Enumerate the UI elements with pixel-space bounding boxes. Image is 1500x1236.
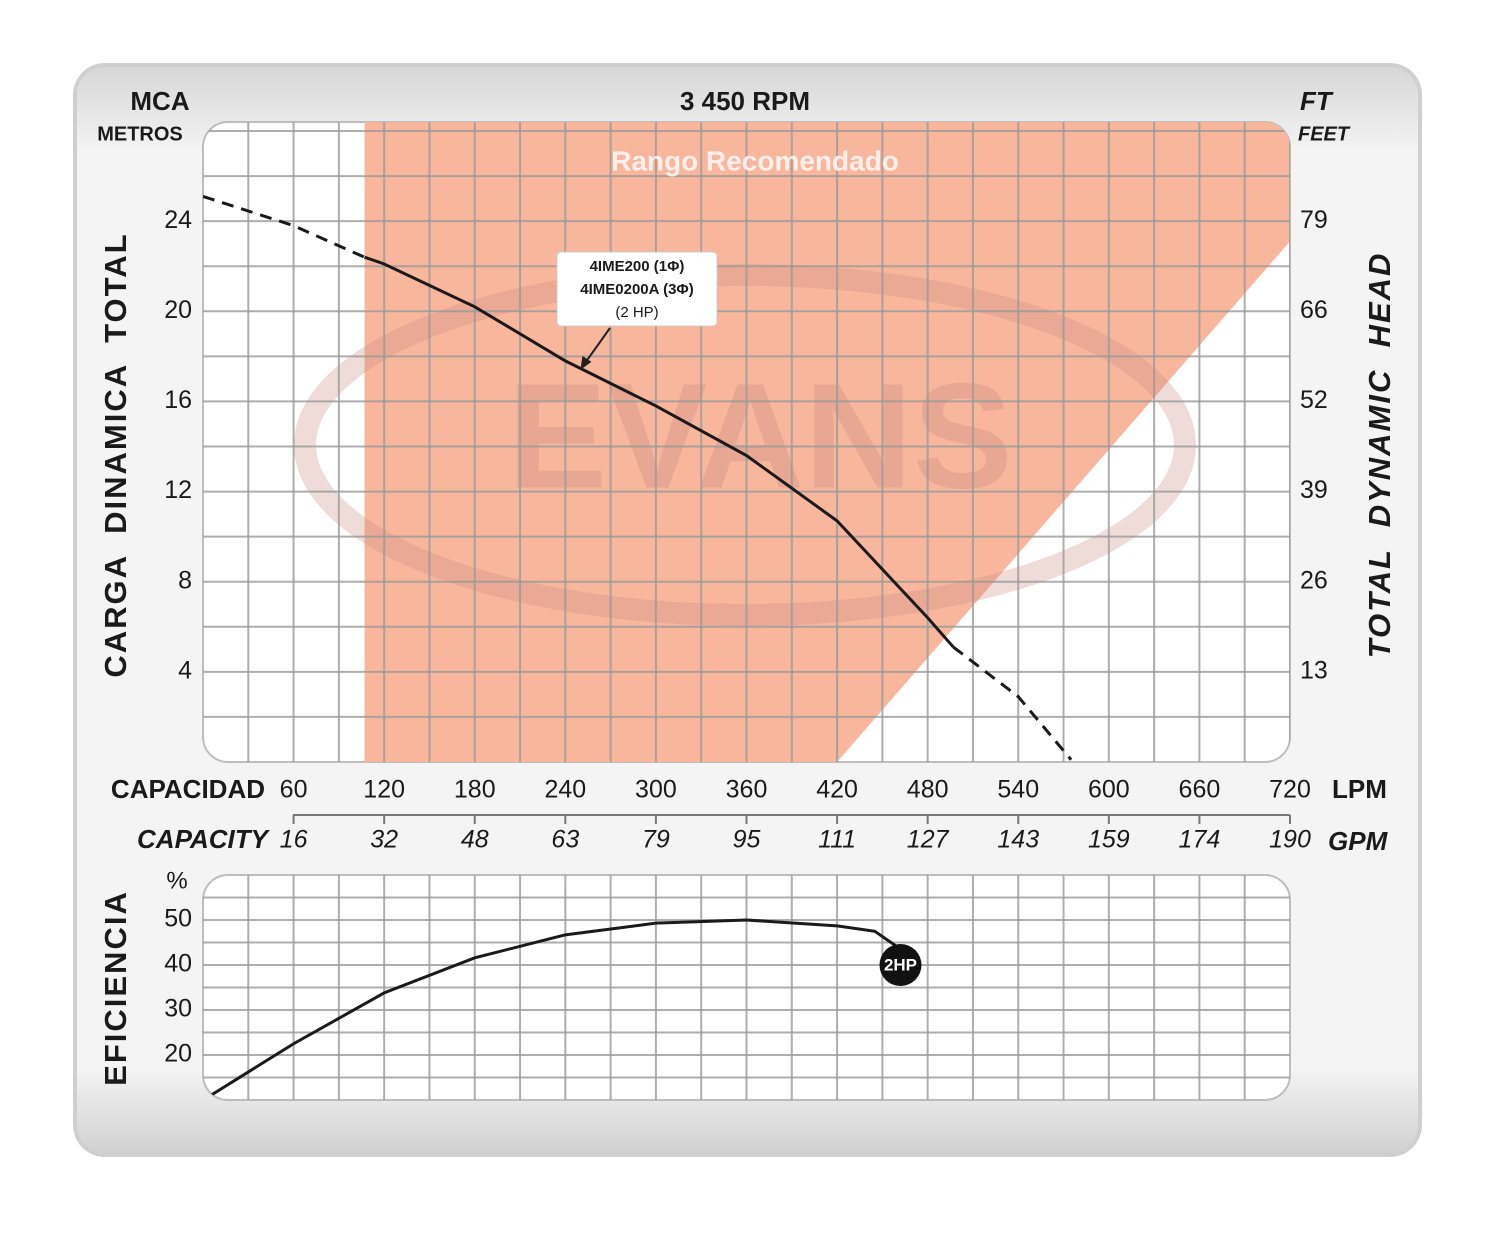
y-axis-title: EFICIENCIA: [98, 890, 133, 1086]
x-tick-label: 720: [1269, 776, 1311, 804]
x-tick-label: 120: [363, 776, 405, 804]
y-unit: MCA: [130, 86, 189, 116]
x-tick-label: 480: [907, 776, 949, 804]
watermark: EVANS: [507, 352, 1013, 520]
end-marker: [879, 944, 922, 986]
y-subunit: METROS: [97, 123, 183, 145]
x-tick-label: 180: [454, 776, 496, 804]
y-tick-label: 16: [164, 386, 192, 414]
annotation-box: [556, 251, 718, 327]
x-tick-label: 240: [544, 776, 586, 804]
watermark-ring: [294, 264, 1196, 626]
y-tick-label: 20: [164, 296, 192, 324]
x2-tick-label: 32: [370, 826, 398, 854]
x2-axis-title: CAPACITY: [137, 824, 271, 854]
x2-tick-label: 95: [733, 826, 761, 854]
x2-tick-label: 63: [551, 826, 579, 854]
x-tick-label: 540: [997, 776, 1039, 804]
x-axis-title: CAPACIDAD: [111, 774, 265, 804]
x2-unit: GPM: [1328, 826, 1389, 856]
y-tick-label: 4: [178, 656, 192, 684]
y-tick-label: 50: [164, 905, 192, 933]
y-tick-label: 24: [164, 206, 192, 234]
annotation-text: 4IME200 (1Φ): [590, 258, 685, 275]
y-tick-label: 30: [164, 995, 192, 1023]
y2-tick-label: 52: [1300, 386, 1328, 414]
x-tick-label: 360: [726, 776, 768, 804]
arrow-head: [580, 355, 592, 370]
x2-tick-label: 16: [280, 826, 308, 854]
y2-tick-label: 66: [1300, 296, 1328, 324]
x2-tick-label: 111: [818, 826, 856, 854]
x2-tick-label: 174: [1179, 826, 1221, 854]
efficiency-plot: [203, 875, 1290, 1100]
x2-tick-label: 143: [997, 826, 1039, 854]
x-tick-label: 60: [280, 776, 308, 804]
y2-tick-label: 13: [1300, 656, 1328, 684]
curve: [209, 918, 902, 1097]
curve: [203, 194, 366, 259]
y-tick-label: 12: [164, 476, 192, 504]
x-tick-label: 600: [1088, 776, 1130, 804]
chart-title: 3 450 RPM: [680, 86, 810, 116]
curve: [364, 255, 955, 649]
y2-axis-title: TOTAL DYNAMIC HEAD: [1362, 252, 1397, 659]
range-label: Rango Recomendado: [611, 145, 899, 176]
x-tick-label: 420: [816, 776, 858, 804]
x-unit: LPM: [1332, 774, 1387, 804]
y2-tick-label: 39: [1300, 476, 1328, 504]
x2-tick-label: 48: [461, 826, 489, 854]
y2-unit: FT: [1300, 86, 1334, 116]
annotation-arrow: [583, 327, 611, 365]
y2-tick-label: 79: [1300, 206, 1328, 234]
y-tick-label: 40: [164, 950, 192, 978]
curve: [952, 645, 1073, 761]
y-tick-label: 8: [178, 566, 192, 594]
y2-subunit: FEET: [1298, 123, 1351, 145]
x-tick-label: 660: [1179, 776, 1221, 804]
y2-tick-label: 26: [1300, 566, 1328, 594]
x-tick-label: 300: [635, 776, 677, 804]
end-label: 2HP: [884, 955, 917, 974]
x2-tick-label: 79: [642, 826, 670, 854]
annotation-text: 4IME0200A (3Φ): [580, 281, 693, 298]
y-unit: %: [166, 867, 187, 894]
y-tick-label: 20: [164, 1040, 192, 1068]
annotation-text: (2 HP): [615, 304, 658, 321]
x2-tick-label: 127: [907, 826, 950, 854]
y-axis-title: CARGA DINAMICA TOTAL: [98, 232, 133, 677]
x2-tick-label: 159: [1088, 826, 1130, 854]
overlay: Rango Recomendado48121620241326395266796…: [164, 145, 1328, 1067]
x2-tick-label: 190: [1269, 826, 1311, 854]
